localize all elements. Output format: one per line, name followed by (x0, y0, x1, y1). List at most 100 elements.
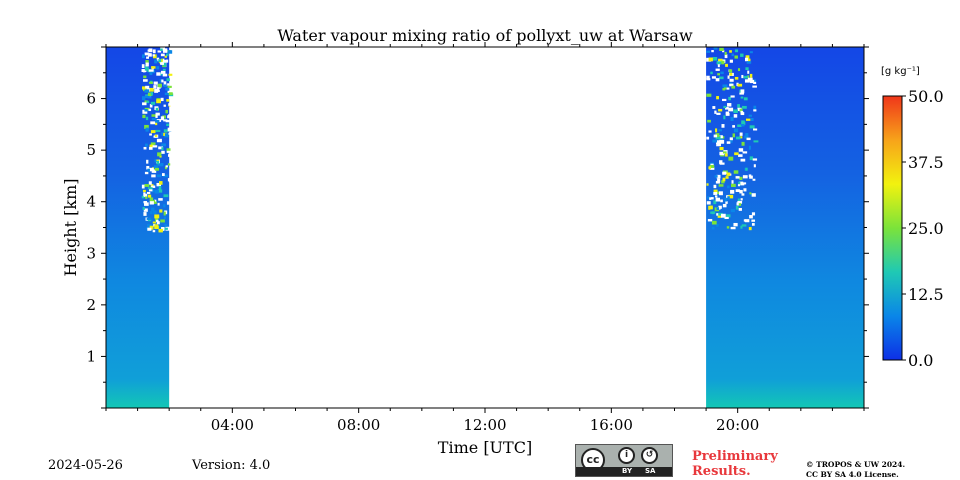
heatmap-pixel (143, 212, 147, 216)
heatmap-pixel (155, 107, 159, 111)
heatmap-pixel (744, 135, 749, 139)
y-tick-label: 2 (86, 296, 96, 314)
heatmap-pixel (746, 75, 750, 79)
heatmap-pixel (721, 60, 725, 65)
heatmap-pixel (715, 128, 718, 133)
heatmap-pixel (149, 72, 153, 76)
heatmap-pixel (749, 175, 753, 179)
heatmap-pixel (144, 109, 148, 112)
heatmap-pixel (141, 184, 145, 189)
heatmap-pixel (746, 61, 752, 64)
heatmap-pixel (154, 167, 160, 171)
heatmap-pixel (713, 189, 718, 193)
heatmap-pixel (167, 83, 170, 86)
heatmap-pixel (715, 180, 720, 184)
heatmap-pixel (730, 116, 734, 121)
heatmap-pixel (167, 163, 171, 166)
heatmap-pixel (724, 216, 729, 220)
heatmap-pixel (734, 49, 739, 53)
heatmap-pixel (163, 129, 168, 133)
heatmap-pixel (752, 158, 758, 161)
heatmap-pixel (730, 95, 735, 98)
heatmap-pixel (162, 115, 166, 119)
heatmap-pixel (707, 196, 711, 199)
heatmap-pixel (154, 134, 158, 137)
version-label: Version: 4.0 (192, 458, 271, 473)
heatmap-pixel (730, 208, 735, 213)
heatmap-pixel (143, 75, 147, 79)
heatmap-pixel (709, 164, 715, 168)
heatmap-pixel (744, 219, 750, 223)
heatmap-pixel (160, 62, 163, 65)
heatmap-pixel (739, 136, 743, 139)
heatmap-pixel (143, 208, 148, 212)
heatmap-pixel (146, 56, 150, 59)
heatmap-pixel (167, 127, 172, 132)
heatmap-pixel (156, 72, 161, 76)
colorbar-tick-label: 50.0 (908, 87, 944, 106)
heatmap-pixel (157, 50, 162, 53)
heatmap-pixel (157, 163, 163, 167)
heatmap-pixel (147, 187, 153, 190)
heatmap-pixel (716, 61, 722, 65)
heatmap-pixel (745, 67, 749, 71)
heatmap-pixel (142, 102, 147, 106)
heatmap-pixel (731, 180, 734, 184)
heatmap-pixel (744, 57, 749, 62)
heatmap-pixel (168, 132, 171, 135)
heatmap-pixel (721, 124, 725, 128)
heatmap-pixel (741, 120, 745, 124)
heatmap-pixel (164, 224, 168, 227)
heatmap-pixel (709, 197, 712, 200)
heatmap-pixel (745, 167, 748, 171)
heatmap-pixel (715, 140, 720, 144)
heatmap-pixel (753, 164, 756, 168)
heatmap-pixel (158, 185, 162, 190)
y-tick-label: 3 (86, 244, 96, 262)
cc-license-badge[interactable]: cc i ↺ BY SA (575, 444, 673, 477)
heatmap-pixel (737, 200, 743, 204)
heatmap-pixel (147, 223, 152, 228)
heatmap-pixel (144, 52, 150, 56)
heatmap-pixel (154, 214, 160, 219)
heatmap-pixel (706, 75, 710, 80)
heatmap-pixel (716, 191, 720, 194)
heatmap-pixel (155, 129, 161, 133)
heatmap-pixel (719, 139, 725, 144)
heatmap-pixel (167, 178, 171, 182)
heatmap-pixel (722, 84, 728, 88)
heatmap-pixel (144, 100, 149, 103)
heatmap-pixel (751, 212, 756, 216)
heatmap-pixel (738, 203, 742, 206)
heatmap-pixel (739, 132, 743, 136)
heatmap-pixel (740, 89, 745, 94)
heatmap-pixel (164, 55, 167, 58)
heatmap-pixel (749, 215, 753, 219)
heatmap-pixel (158, 198, 163, 201)
heatmap-pixel (165, 59, 169, 63)
heatmap-pixel (722, 203, 727, 208)
heatmap-pixel (713, 192, 718, 195)
heatmap-pixel (733, 222, 738, 227)
heatmap-pixel (156, 66, 160, 70)
heatmap-pixel (167, 50, 173, 54)
copyright-line-1: © TROPOS & UW 2024. (806, 460, 906, 469)
heatmap-pixel (151, 66, 156, 69)
copyright-line-2: CC BY SA 4.0 License. (806, 470, 899, 479)
heatmap-pixel (151, 174, 156, 178)
heatmap-pixel (745, 133, 749, 137)
heatmap-pixel (142, 79, 148, 82)
heatmap-pixel (148, 53, 152, 57)
heatmap-pixel (719, 76, 724, 80)
heatmap-pixel (157, 226, 162, 229)
heatmap-pixel (161, 143, 166, 147)
heatmap-pixel (711, 220, 717, 225)
heatmap-pixel (151, 207, 155, 212)
heatmap-pixel (723, 86, 727, 90)
heatmap-pixel (147, 219, 152, 222)
heatmap-pixel (722, 177, 726, 182)
heatmap-pixel (168, 103, 171, 106)
badge-by-label: BY (622, 467, 633, 475)
heatmap-pixel (150, 130, 156, 134)
heatmap-pixel (716, 207, 720, 211)
